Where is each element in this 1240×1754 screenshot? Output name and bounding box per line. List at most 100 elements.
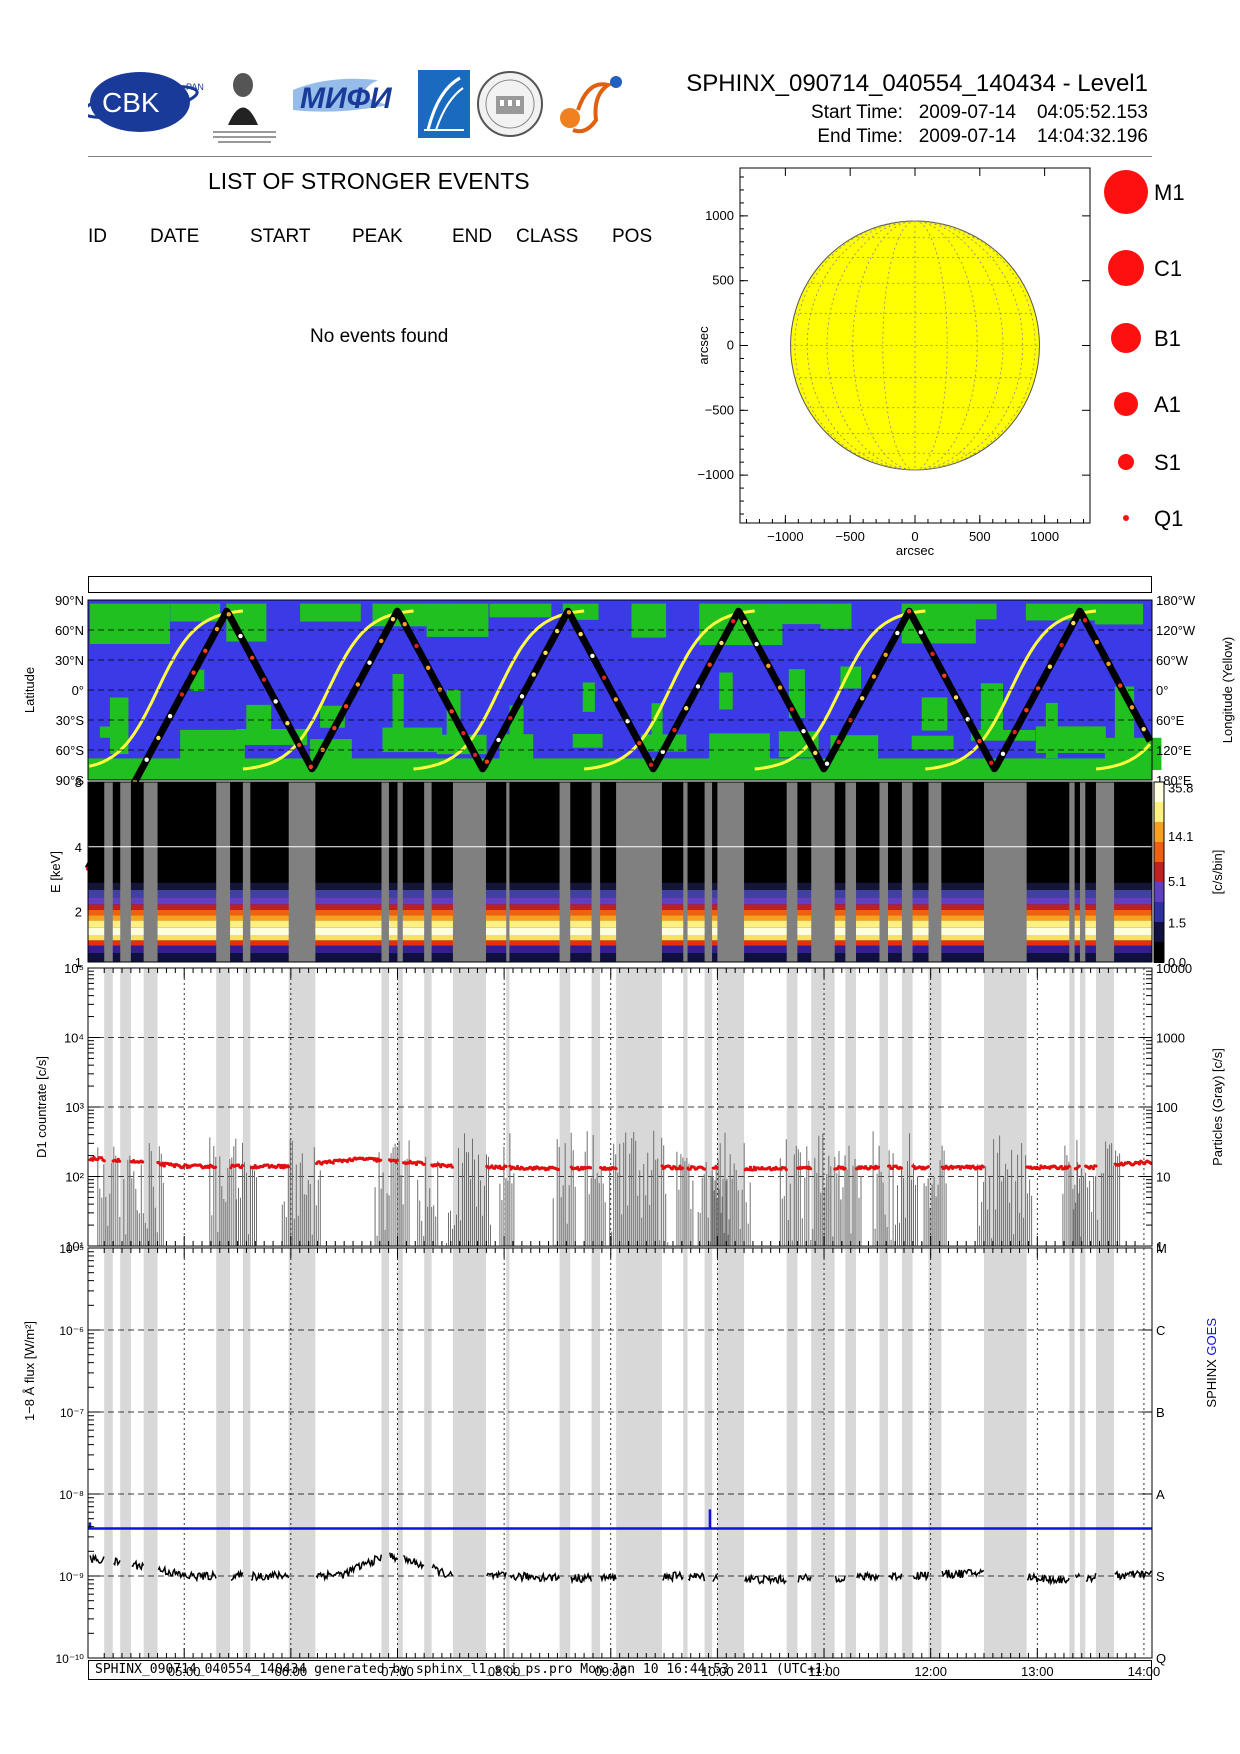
flux-time-label: 10:00 <box>701 1664 734 1679</box>
sun-map-xtick-label: −500 <box>836 529 865 544</box>
colorbar-segment <box>1154 822 1164 843</box>
orbit-ytick-left: 60°S <box>56 743 85 758</box>
flux-class-label-a: A <box>1156 1487 1165 1502</box>
countrate-gap <box>683 968 688 1246</box>
track-dot <box>1141 726 1146 732</box>
flux-gap <box>879 1248 889 1658</box>
sun-map: −1000 −500 0 500 1000 1000 500 0 −500 −1000 arcsec… <box>696 167 1091 558</box>
spectrum-gap <box>381 782 389 962</box>
start-time-row: Start Time: 2009-07-14 04:05:52.153 <box>811 102 1148 124</box>
countrate-point <box>556 1167 561 1172</box>
legend-label-s1: S1 <box>1154 450 1181 475</box>
countrate-gap <box>120 968 131 1246</box>
land-patch-mid <box>840 666 862 689</box>
colorbar-segment <box>1154 922 1164 943</box>
flux-gap <box>242 1248 251 1658</box>
logo-strip: CBK PAN МИФИ <box>81 60 648 150</box>
flux-gap <box>845 1248 857 1658</box>
track-dot <box>637 740 642 746</box>
legend-marker-c1 <box>1108 250 1144 286</box>
spectrum-frame <box>87 781 1153 963</box>
track-dot <box>355 682 360 687</box>
flux-gap <box>104 1248 113 1658</box>
countrate-ytick-left: 10³ <box>65 1100 84 1115</box>
countrate-point <box>395 1158 399 1163</box>
track-dot <box>531 672 536 677</box>
land-patch-north <box>1094 603 1144 625</box>
track-dot <box>414 643 419 649</box>
countrate-point <box>414 1162 419 1167</box>
countrate-point <box>439 1165 443 1169</box>
countrate-point <box>162 1164 166 1168</box>
track-dot <box>672 727 677 733</box>
flux-gap <box>452 1248 486 1658</box>
flux-gap <box>1095 1248 1115 1658</box>
countrate-point <box>588 1166 593 1170</box>
land-patch-north <box>89 603 170 645</box>
orbit-ytick-left: 60°N <box>55 623 84 638</box>
land-patch-north <box>768 603 832 625</box>
land-patch-mid <box>719 672 733 710</box>
countrate-point <box>747 1168 751 1172</box>
land-patch-north <box>170 603 221 622</box>
track-dot <box>461 730 466 736</box>
track-dot <box>156 735 161 741</box>
spectrum-gap <box>288 782 316 962</box>
track-dot <box>449 709 454 714</box>
orbit-ytick-left: 90°N <box>55 593 84 608</box>
flux-gap <box>717 1248 723 1658</box>
sun-map-ytick-label: −500 <box>705 402 734 417</box>
flux-gap <box>616 1248 662 1658</box>
countrate-point <box>161 1161 165 1165</box>
spectrum-gap <box>811 782 835 962</box>
land-patch-north <box>631 603 667 638</box>
colorbar-tick: 14.1 <box>1168 829 1193 844</box>
spectrum-gap <box>591 782 601 962</box>
colorbar-tick: 0.0 <box>1168 955 1186 970</box>
countrate-point <box>715 1166 719 1170</box>
footer-text: SPHINX_090714_040554_140434 generated by… <box>95 1662 831 1677</box>
track-dot <box>1071 620 1076 626</box>
lebedev-portrait-logo <box>210 70 280 144</box>
flux-gap <box>143 1248 158 1658</box>
footer-box: SPHINX_090714_040554_140434 generated by… <box>88 1660 1152 1680</box>
countrate-point <box>286 1165 291 1169</box>
legend-label-q1: Q1 <box>1154 506 1183 531</box>
orbit-ytick-left: 90°S <box>56 773 85 788</box>
track-dot <box>1024 708 1029 713</box>
countrate-point <box>888 1164 892 1168</box>
cbk-logo-sub: PAN <box>186 82 204 92</box>
land-patch-south <box>382 727 443 753</box>
flux-ytick-left: 10⁻¹⁰ <box>56 1652 85 1666</box>
track-dot <box>367 660 372 665</box>
track-dot <box>578 631 583 637</box>
spectrum-gap <box>786 782 798 962</box>
track-dot <box>285 721 290 726</box>
orbit-ytick-left: 30°N <box>55 653 84 668</box>
legend-label-m1: M1 <box>1154 180 1185 205</box>
particles-trace <box>97 1130 1121 1246</box>
spectrum-gap <box>216 782 231 962</box>
track-dot <box>238 633 243 639</box>
countrate-point <box>677 1167 681 1171</box>
track-dot <box>191 670 196 675</box>
orbit-ytick-left: 30°S <box>56 713 85 728</box>
plots: 90°N 60°N 30°N 0° 30°S 60°S 90°S 180°W 120°W 60°W… <box>22 593 1235 1679</box>
sun-map-ytick-label: −1000 <box>697 467 734 482</box>
countrate-point <box>1067 1164 1071 1168</box>
track-dot <box>390 616 396 622</box>
track-dot <box>906 609 912 614</box>
countrate-point <box>926 1165 930 1169</box>
sun-map-xlabel: arcsec <box>896 543 935 558</box>
countrate-point <box>1038 1167 1042 1171</box>
spectrum-gap <box>424 782 432 962</box>
countrate-point <box>140 1160 145 1164</box>
land-patch-mid <box>246 704 272 738</box>
spectrum-gap <box>704 782 713 962</box>
track-dot <box>707 662 712 667</box>
countrate-gap <box>506 968 510 1246</box>
sphinx-series <box>89 1552 1152 1586</box>
land-patch-mid <box>651 703 663 740</box>
orbit-ground-track <box>84 607 1154 871</box>
countrate-ytick-left: 10¹ <box>65 1239 84 1254</box>
